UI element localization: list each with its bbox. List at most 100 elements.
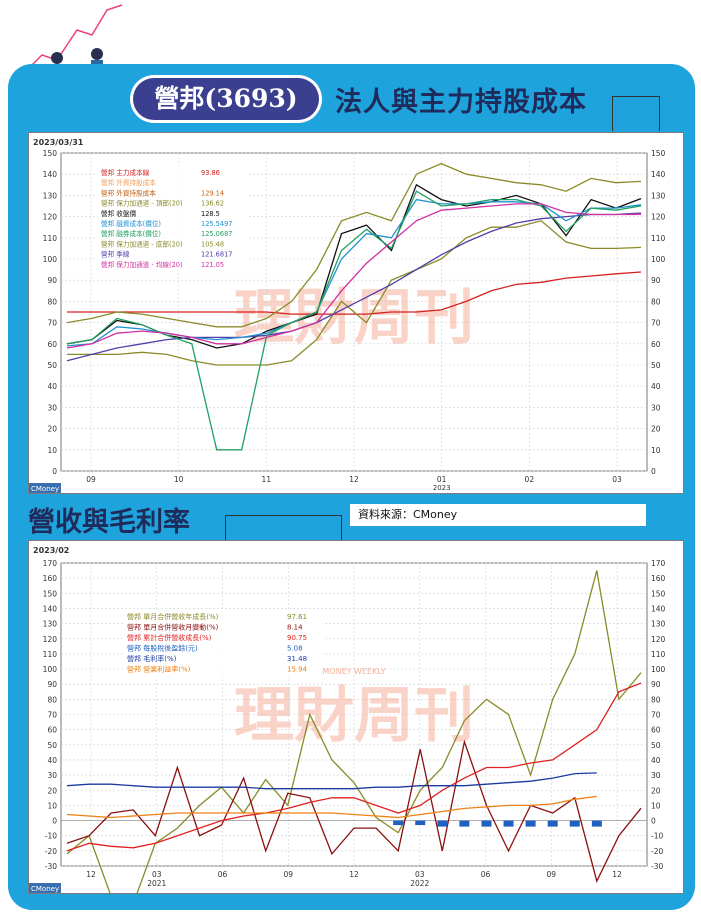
stock-badge: 營邦(3693) [133, 78, 319, 120]
legend-entry-value: 125.5497 [201, 220, 232, 228]
page-title: 法人與主力持股成本 [335, 87, 587, 118]
x-tick-label: 09 [283, 870, 293, 879]
y-tick-label-right: 130 [651, 191, 666, 200]
x-tick-label: 09 [86, 475, 96, 484]
legend-entry-name: 營邦 收盤價 [101, 209, 136, 218]
x-tick-label: 01 [437, 475, 447, 484]
footer-logo: CMoney [31, 885, 59, 893]
y-tick-label-left: 90 [47, 276, 57, 285]
legend-entry-value: 129.14 [201, 189, 224, 197]
eps-bar [437, 820, 448, 827]
x-tick-label: 06 [218, 870, 228, 879]
legend-entry-name: 營邦 主力成本線 [101, 168, 150, 177]
footer-logo: CMoney [31, 485, 59, 493]
y-tick-label-right: 40 [651, 756, 661, 765]
y-tick-label-left: 130 [43, 620, 58, 629]
legend-entry-value: 93.86 [201, 169, 220, 177]
y-tick-label-left: 150 [43, 589, 58, 598]
section-connector-line [225, 515, 342, 540]
x-year-label: 2022 [410, 879, 429, 888]
legend-entry-value: 125.0687 [201, 230, 232, 238]
y-tick-label-left: 160 [43, 574, 58, 583]
revenue-chart-panel: 2023/02 -30 -30 -20 -20 -10 -10 0 0 10 10 20 20 30 30 4… [28, 540, 684, 905]
legend-entry-name: 營邦 保力加通道 - 頂部(20) [101, 199, 183, 208]
legend-entry-value: 121.05 [201, 261, 224, 269]
x-tick-label: 12 [349, 870, 359, 879]
y-tick-label-right: 60 [651, 340, 661, 349]
legend-entry-value: 5.08 [287, 645, 303, 653]
y-tick-label-right: 150 [651, 589, 666, 598]
y-tick-label-right: -10 [651, 832, 663, 841]
y-tick-label-right: 50 [651, 741, 661, 750]
y-tick-label-right: 80 [651, 695, 661, 704]
y-tick-label-left: 110 [43, 650, 58, 659]
y-tick-label-left: 100 [43, 665, 58, 674]
eps-bar [569, 820, 580, 827]
person-left-head [51, 52, 63, 64]
y-tick-label-left: 30 [47, 771, 57, 780]
y-tick-label-right: -20 [651, 847, 663, 856]
y-tick-label-left: 170 [43, 559, 58, 568]
x-tick-label: 12 [612, 870, 622, 879]
y-tick-label-right: 60 [651, 726, 661, 735]
y-tick-label-right: 0 [651, 817, 656, 826]
y-tick-label-left: 60 [47, 340, 57, 349]
legend-entry-name: 營邦 外資持股成本 [101, 188, 156, 197]
legend-entry-name: 營邦 保力加通道 - 底部(20) [101, 239, 183, 248]
x-tick-label: 02 [525, 475, 535, 484]
revenue-chart: 2023/02 -30 -30 -20 -20 -10 -10 0 0 10 10 20 20 30 30 4… [29, 546, 666, 905]
y-tick-label-right: 20 [651, 425, 661, 434]
section-title: 營收與毛利率 [28, 507, 190, 538]
y-tick-label-left: 50 [47, 741, 57, 750]
legend-entry-name: 營邦 累計合併營收成長(%) [127, 633, 212, 642]
series-line [66, 203, 642, 349]
eps-bar [459, 820, 470, 827]
x-tick-label: 12 [349, 475, 359, 484]
y-tick-label-left: 40 [47, 382, 57, 391]
y-tick-label-right: 70 [651, 319, 661, 328]
series-line [66, 772, 597, 790]
y-tick-label-right: -30 [651, 862, 663, 871]
legend-entry-value: 90.75 [287, 634, 307, 642]
y-tick-label-right: 20 [651, 786, 661, 795]
legend-entry-value: 31.48 [287, 655, 307, 663]
y-tick-label-right: 120 [651, 213, 666, 222]
y-tick-label-right: 30 [651, 403, 661, 412]
x-tick-label: 03 [152, 870, 162, 879]
cost-chart-panel: 2023/03/31 0 0 10 10 20 20 30 30 40 40 50 50 60 60 70 70… [28, 132, 684, 494]
legend-box [123, 609, 323, 678]
y-tick-label-left: 0 [52, 817, 57, 826]
y-tick-label-left: 10 [47, 801, 57, 810]
y-tick-label-left: 30 [47, 403, 57, 412]
legend-entry-value: 8.14 [287, 624, 303, 632]
x-tick-label: 11 [262, 475, 272, 484]
legend-entry-name: 營邦 季線 [101, 250, 130, 259]
eps-bar [591, 820, 602, 827]
y-tick-label-left: 50 [47, 361, 57, 370]
x-tick-label: 03 [415, 870, 425, 879]
footer-logo-box [29, 483, 61, 493]
legend-entry-value: 128.5 [201, 210, 220, 218]
y-tick-label-left: 100 [43, 255, 58, 264]
y-tick-label-right: 30 [651, 771, 661, 780]
y-tick-label-right: 110 [651, 650, 666, 659]
series-line [66, 570, 642, 905]
legend-entry-value: 97.61 [287, 613, 307, 621]
y-tick-label-left: 140 [43, 170, 58, 179]
eps-bar [525, 820, 536, 827]
y-tick-label-left: 80 [47, 297, 57, 306]
y-tick-label-right: 10 [651, 801, 661, 810]
legend-entry-name: 營邦 營業利益率(%) [127, 665, 191, 674]
y-tick-label-left: -10 [45, 832, 57, 841]
y-tick-label-left: 120 [43, 635, 58, 644]
legend-entry-name: 營邦 保力加通道 - 均線(20) [101, 260, 183, 269]
legend-entry-name: 營邦 融券成本(價位) [101, 229, 161, 238]
person-right-head [91, 48, 103, 60]
x-year-label: 2023 [433, 484, 451, 492]
series-line [66, 212, 642, 362]
legend-entry-value: 15.94 [287, 666, 308, 674]
series-line [66, 682, 642, 852]
y-tick-label-right: 90 [651, 276, 661, 285]
y-tick-label-left: 10 [47, 446, 57, 455]
